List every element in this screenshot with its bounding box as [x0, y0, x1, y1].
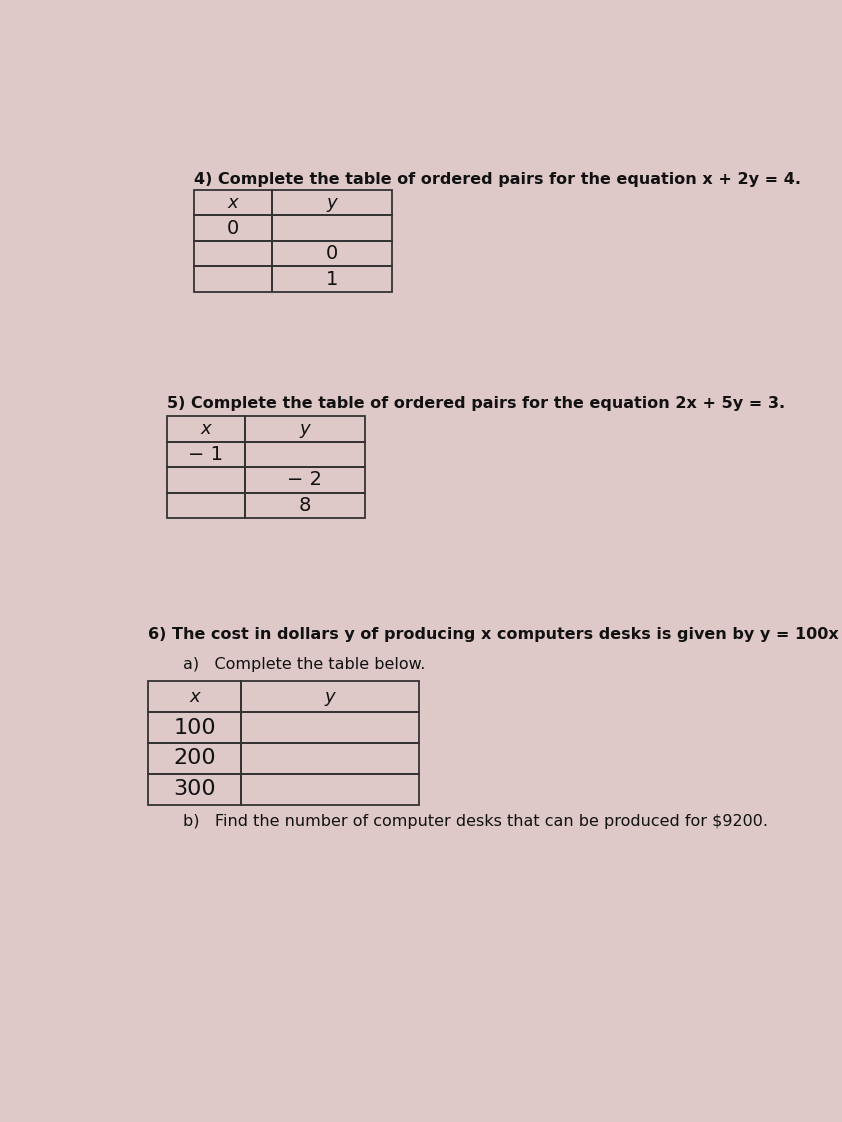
- Bar: [148, 774, 241, 804]
- Bar: [168, 493, 245, 518]
- Text: y: y: [325, 688, 335, 706]
- Text: 200: 200: [173, 748, 216, 769]
- Bar: [245, 416, 365, 442]
- Bar: [168, 442, 245, 467]
- Text: 0: 0: [326, 245, 338, 263]
- Bar: [148, 681, 241, 712]
- Text: 5) Complete the table of ordered pairs for the equation 2x + 5y = 3.: 5) Complete the table of ordered pairs f…: [168, 396, 786, 412]
- Text: 100: 100: [173, 718, 216, 737]
- Text: x: x: [228, 194, 238, 212]
- Bar: [245, 467, 365, 493]
- Text: 300: 300: [173, 779, 216, 799]
- Bar: [195, 266, 272, 292]
- Bar: [245, 493, 365, 518]
- Text: y: y: [300, 420, 310, 439]
- Bar: [241, 774, 419, 804]
- Bar: [195, 190, 272, 215]
- Bar: [241, 743, 419, 774]
- Bar: [272, 241, 392, 266]
- Text: a)   Complete the table below.: a) Complete the table below.: [183, 656, 425, 672]
- Bar: [241, 681, 419, 712]
- Text: 0: 0: [227, 219, 239, 238]
- Text: b)   Find the number of computer desks that can be produced for $9200.: b) Find the number of computer desks tha…: [183, 813, 768, 829]
- Text: y: y: [327, 194, 338, 212]
- Text: x: x: [189, 688, 200, 706]
- Bar: [168, 467, 245, 493]
- Bar: [195, 215, 272, 241]
- Bar: [241, 712, 419, 743]
- Text: − 2: − 2: [287, 470, 322, 489]
- Bar: [272, 215, 392, 241]
- Bar: [168, 416, 245, 442]
- Text: x: x: [200, 420, 211, 439]
- Text: 4) Complete the table of ordered pairs for the equation x + 2y = 4.: 4) Complete the table of ordered pairs f…: [195, 172, 802, 186]
- Bar: [148, 712, 241, 743]
- Text: 1: 1: [326, 269, 338, 288]
- Text: 6) The cost in dollars y of producing x computers desks is given by y = 100x + 3: 6) The cost in dollars y of producing x …: [148, 627, 842, 643]
- Bar: [272, 266, 392, 292]
- Bar: [272, 190, 392, 215]
- Text: − 1: − 1: [189, 445, 223, 465]
- Bar: [148, 743, 241, 774]
- Bar: [195, 241, 272, 266]
- Text: 8: 8: [299, 496, 311, 515]
- Bar: [245, 442, 365, 467]
